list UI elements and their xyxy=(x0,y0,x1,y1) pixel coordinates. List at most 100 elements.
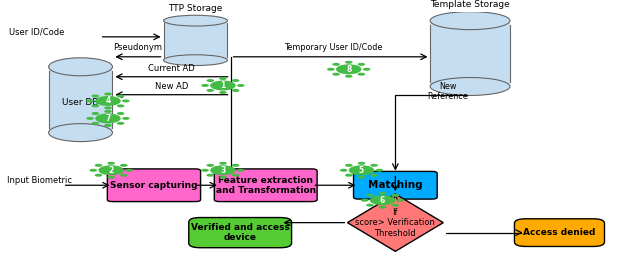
Circle shape xyxy=(371,164,378,167)
Text: Template Storage: Template Storage xyxy=(430,0,510,9)
FancyBboxPatch shape xyxy=(214,169,317,201)
Text: Input Biometric: Input Biometric xyxy=(7,176,72,185)
Text: User DB: User DB xyxy=(62,98,99,107)
Circle shape xyxy=(210,165,236,175)
Circle shape xyxy=(122,117,130,120)
Text: New AD: New AD xyxy=(155,82,189,91)
Circle shape xyxy=(108,176,115,179)
Circle shape xyxy=(86,117,94,120)
Circle shape xyxy=(95,164,102,167)
Circle shape xyxy=(397,199,404,202)
FancyBboxPatch shape xyxy=(353,171,437,199)
Circle shape xyxy=(92,122,99,125)
Circle shape xyxy=(219,162,227,165)
Circle shape xyxy=(104,106,112,110)
Text: 2: 2 xyxy=(109,166,114,175)
Bar xyxy=(164,21,227,60)
Circle shape xyxy=(340,169,348,172)
Circle shape xyxy=(104,110,112,113)
Text: Sensor capturing: Sensor capturing xyxy=(110,181,198,190)
Circle shape xyxy=(201,84,209,87)
Circle shape xyxy=(336,64,362,74)
Circle shape xyxy=(392,194,399,197)
Circle shape xyxy=(92,112,99,115)
Circle shape xyxy=(219,176,227,179)
Circle shape xyxy=(116,122,124,125)
Text: Verified and access
device: Verified and access device xyxy=(191,223,290,242)
FancyBboxPatch shape xyxy=(189,217,292,248)
Circle shape xyxy=(379,206,387,209)
Circle shape xyxy=(361,199,369,202)
Circle shape xyxy=(219,91,227,94)
Text: 8: 8 xyxy=(346,65,351,74)
Circle shape xyxy=(358,176,365,179)
Ellipse shape xyxy=(49,58,113,76)
Ellipse shape xyxy=(430,12,510,30)
Circle shape xyxy=(366,194,374,197)
Circle shape xyxy=(349,165,374,175)
Circle shape xyxy=(99,165,124,175)
Circle shape xyxy=(207,164,214,167)
Circle shape xyxy=(358,73,365,76)
Circle shape xyxy=(345,174,353,177)
Circle shape xyxy=(207,174,214,177)
Circle shape xyxy=(108,162,115,165)
Circle shape xyxy=(358,63,365,66)
Ellipse shape xyxy=(49,124,113,141)
Ellipse shape xyxy=(164,55,227,66)
Text: Temporary User ID/Code: Temporary User ID/Code xyxy=(284,43,382,52)
Circle shape xyxy=(219,77,227,80)
Text: 3: 3 xyxy=(220,166,225,175)
Circle shape xyxy=(92,104,99,107)
Circle shape xyxy=(90,169,97,172)
Circle shape xyxy=(370,195,396,205)
Text: Pseudonym: Pseudonym xyxy=(113,43,163,52)
Circle shape xyxy=(332,73,340,76)
Ellipse shape xyxy=(430,78,510,95)
Text: New
Reference: New Reference xyxy=(428,82,468,101)
Circle shape xyxy=(376,169,383,172)
FancyBboxPatch shape xyxy=(515,219,605,247)
Circle shape xyxy=(125,169,133,172)
Circle shape xyxy=(345,75,353,78)
Circle shape xyxy=(392,204,399,207)
Circle shape xyxy=(116,95,124,97)
Circle shape xyxy=(345,164,353,167)
Circle shape xyxy=(86,100,94,102)
Text: Current AD: Current AD xyxy=(148,64,195,73)
Circle shape xyxy=(116,112,124,115)
Text: 7: 7 xyxy=(106,114,111,123)
Circle shape xyxy=(207,79,214,82)
Circle shape xyxy=(237,169,244,172)
Circle shape xyxy=(95,174,102,177)
Text: User ID/Code: User ID/Code xyxy=(9,27,65,36)
Circle shape xyxy=(232,89,239,92)
Circle shape xyxy=(232,79,239,82)
Text: Access denied: Access denied xyxy=(524,228,596,237)
Circle shape xyxy=(232,174,239,177)
Text: Matching: Matching xyxy=(368,180,422,190)
Circle shape xyxy=(237,84,244,87)
Circle shape xyxy=(95,113,121,123)
Circle shape xyxy=(116,104,124,107)
Text: 1: 1 xyxy=(220,81,225,90)
Circle shape xyxy=(120,174,127,177)
Text: 4: 4 xyxy=(106,96,111,105)
Circle shape xyxy=(104,92,112,95)
Circle shape xyxy=(104,124,112,127)
Bar xyxy=(49,67,113,133)
Circle shape xyxy=(327,68,335,71)
FancyBboxPatch shape xyxy=(108,169,200,201)
Text: TTP Storage: TTP Storage xyxy=(168,4,223,13)
Text: Feature extraction
and Transformation: Feature extraction and Transformation xyxy=(216,176,316,195)
Circle shape xyxy=(358,162,365,165)
Polygon shape xyxy=(348,194,444,251)
Circle shape xyxy=(120,164,127,167)
Circle shape xyxy=(210,80,236,90)
Ellipse shape xyxy=(164,15,227,26)
Circle shape xyxy=(371,174,378,177)
Circle shape xyxy=(366,204,374,207)
Circle shape xyxy=(201,169,209,172)
Circle shape xyxy=(332,63,340,66)
Circle shape xyxy=(92,95,99,97)
